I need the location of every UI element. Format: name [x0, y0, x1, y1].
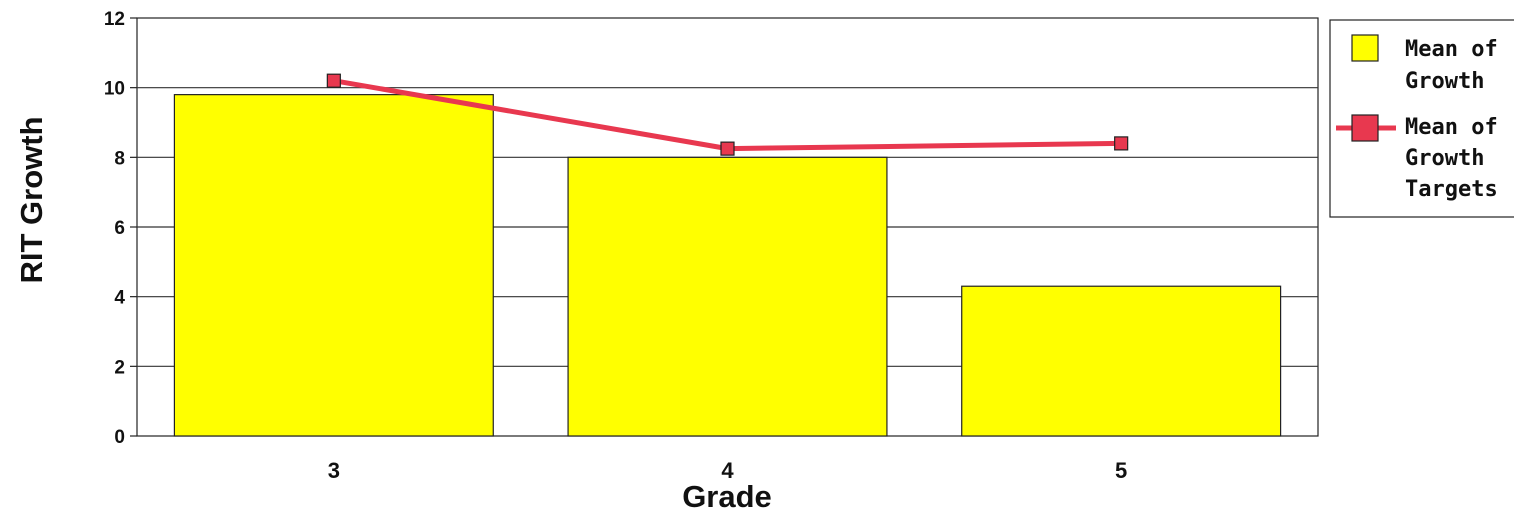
y-tick-label: 8 [114, 148, 125, 169]
y-tick-label: 12 [104, 9, 125, 30]
bar-grade-4 [567, 156, 888, 437]
legend-label-target-2: Growth [1405, 146, 1484, 171]
legend-bar-swatch [1351, 34, 1379, 62]
target-marker-grade-5 [1114, 136, 1129, 151]
target-line [326, 73, 1129, 156]
target-marker-grade-3 [326, 73, 341, 88]
target-marker-grade-4 [720, 141, 735, 156]
y-tick-label: 6 [114, 218, 125, 239]
legend-label-growth-1: Mean of [1405, 37, 1498, 62]
legend-label-target-3: Targets [1405, 177, 1498, 202]
y-axis-title: RIT Growth [14, 116, 49, 283]
x-tick-label: 5 [1115, 458, 1127, 483]
y-tick-label: 2 [114, 357, 125, 378]
bars [173, 94, 1282, 437]
bar-grade-3 [173, 94, 494, 437]
x-axis-title: Grade [682, 479, 772, 513]
legend: Mean of Growth Mean of Growth Targets [1329, 19, 1514, 218]
legend-line-swatch-marker [1351, 114, 1379, 142]
y-tick-label: 0 [114, 427, 125, 448]
legend-label-growth-2: Growth [1405, 69, 1484, 94]
y-tick-label: 10 [104, 79, 125, 100]
y-axis-ticks: 0 2 4 6 8 10 12 [104, 9, 137, 448]
x-tick-label: 4 [721, 458, 734, 483]
x-axis-ticks: 3 4 5 [328, 458, 1128, 483]
bar-grade-5 [961, 285, 1282, 437]
legend-label-target-1: Mean of [1405, 115, 1498, 140]
x-tick-label: 3 [328, 458, 340, 483]
y-tick-label: 4 [114, 288, 125, 309]
